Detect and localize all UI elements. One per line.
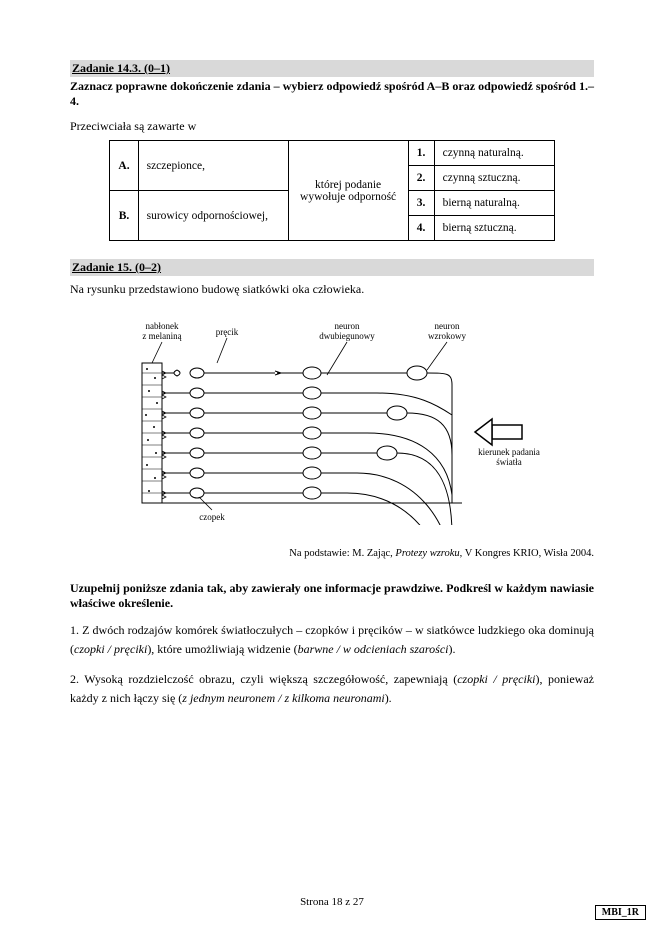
- task-14-3-lead: Przeciwciała są zawarte w: [70, 119, 594, 134]
- label-precik: pręcik: [216, 327, 239, 337]
- doc-code: MBI_1R: [595, 905, 646, 920]
- task-15-intro: Na rysunku przedstawiono budowę siatkówk…: [70, 282, 594, 297]
- cell-1-ans: czynną naturalną.: [434, 141, 554, 166]
- label-neuron-dwu: neuron: [335, 321, 360, 331]
- retina-svg: nabłonek z melaniną pręcik neuron dwubie…: [117, 315, 547, 525]
- cell-A-text: szczepionce,: [138, 141, 288, 191]
- label-czopek: czopek: [199, 512, 225, 522]
- task-14-3-table: A. szczepionce, której podanie wywołuje …: [109, 140, 554, 241]
- cell-1-num: 1.: [408, 141, 434, 166]
- task-15-q2: 2. Wysoką rozdzielczość obrazu, czyli wi…: [70, 670, 594, 707]
- svg-text:kierunek padania: kierunek padania: [478, 447, 540, 457]
- task-14-3-instruction: Zaznacz poprawne dokończenie zdania – wy…: [70, 79, 594, 109]
- retina-diagram: nabłonek z melaniną pręcik neuron dwubie…: [70, 315, 594, 530]
- cell-A-label: A.: [110, 141, 138, 191]
- task-15-header: Zadanie 15. (0–2): [70, 259, 594, 276]
- cell-2-ans: czynną sztuczną.: [434, 166, 554, 191]
- light-direction-arrow: kierunek padania światła: [475, 419, 540, 467]
- svg-text:światła: światła: [496, 457, 522, 467]
- label-neuron-wzrok: neuron: [435, 321, 460, 331]
- task-14-3-header: Zadanie 14.3. (0–1): [70, 60, 594, 77]
- task-15-q1: 1. Z dwóch rodzajów komórek światłoczuły…: [70, 621, 594, 658]
- cell-3-ans: bierną naturalną.: [434, 191, 554, 216]
- svg-text:dwubiegunowy: dwubiegunowy: [319, 331, 375, 341]
- task-15-instruction: Uzupełnij poniższe zdania tak, aby zawie…: [70, 581, 594, 611]
- cell-2-num: 2.: [408, 166, 434, 191]
- cell-3-num: 3.: [408, 191, 434, 216]
- cell-middle: której podanie wywołuje odporność: [288, 141, 408, 241]
- cell-4-num: 4.: [408, 216, 434, 241]
- source-citation: Na podstawie: M. Zając, Protezy wzroku, …: [70, 548, 594, 559]
- page-number: Strona 18 z 27: [0, 896, 664, 908]
- svg-text:wzrokowy: wzrokowy: [428, 331, 466, 341]
- table-row: A. szczepionce, której podanie wywołuje …: [110, 141, 554, 166]
- svg-text:z melaniną: z melaniną: [142, 331, 182, 341]
- cell-B-label: B.: [110, 191, 138, 241]
- cell-B-text: surowicy odpornościowej,: [138, 191, 288, 241]
- label-nablonek: nabłonek: [146, 321, 179, 331]
- cell-4-ans: bierną sztuczną.: [434, 216, 554, 241]
